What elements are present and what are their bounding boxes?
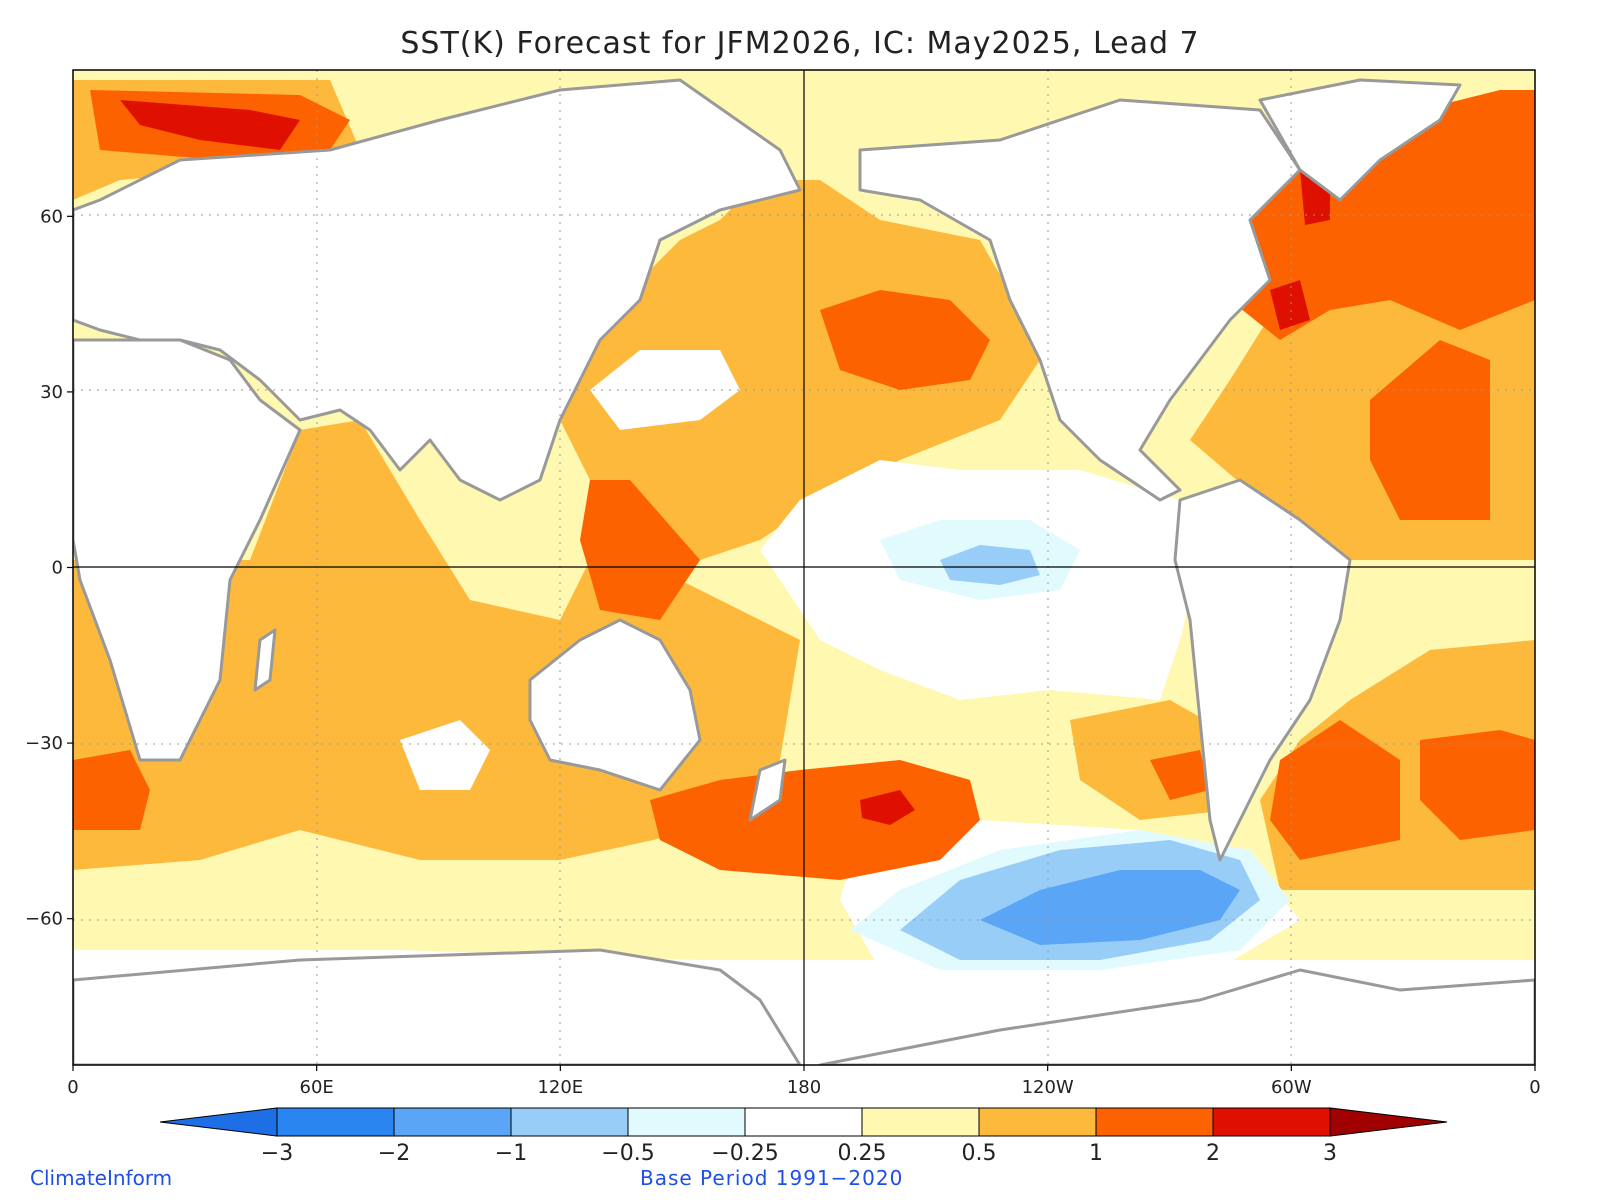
latitude-axis: 60 30 0 −30 −60 — [25, 206, 73, 930]
very-hot-region-barents — [120, 100, 300, 150]
colorbar-label: −2 — [378, 1141, 410, 1166]
lon-tick-label: 60W — [1271, 1077, 1312, 1098]
land-south-america — [1173, 478, 1352, 862]
colorbar-box — [1212, 1107, 1331, 1137]
colorbar-box — [393, 1107, 512, 1137]
land-australia — [528, 618, 702, 792]
lon-tick-label: 0 — [67, 1077, 78, 1098]
longitude-axis: 0 60E 120E 180 120W 60W 0 — [67, 1065, 1541, 1098]
hot-region-tropical-atlantic — [1370, 340, 1490, 520]
land-antarctica — [73, 948, 1535, 1065]
hot-region-tasman-south-pacific — [650, 760, 980, 880]
hot-region-south-atlantic — [1270, 720, 1400, 860]
colorbar-arrow-high — [1329, 1107, 1448, 1137]
hot-region-north-pacific — [820, 290, 990, 390]
cold-region-southern-pacific-core — [980, 870, 1240, 945]
lon-tick-label: 120W — [1022, 1077, 1074, 1098]
very-hot-region-gulf-of-maine — [1270, 280, 1310, 330]
hot-region-north-atlantic — [1230, 90, 1535, 340]
colorbar-box — [978, 1107, 1097, 1137]
lat-tick-label: 60 — [40, 206, 63, 227]
colorbar-box — [276, 1107, 395, 1137]
colorbar-box — [510, 1107, 629, 1137]
colorbar-box — [861, 1107, 980, 1137]
colorbar-label: 3 — [1323, 1141, 1337, 1166]
sst-anomaly-field — [73, 70, 1535, 1065]
lon-tick-label: 180 — [787, 1077, 821, 1098]
credit-label: ClimateInform — [30, 1166, 173, 1190]
colorbar-box — [1095, 1107, 1214, 1137]
cool-region-equatorial-pacific — [940, 545, 1040, 585]
hot-region-south-indian-west — [73, 750, 150, 830]
land-greenland — [1258, 78, 1462, 202]
colorbar-label: −1 — [495, 1141, 527, 1166]
hot-region-south-atlantic-east — [1420, 730, 1535, 840]
lat-tick-label: −30 — [25, 733, 63, 754]
colorbar-label: −0.5 — [601, 1141, 654, 1166]
lon-tick-label: 60E — [300, 1077, 334, 1098]
very-hot-region-south-pacific — [860, 790, 915, 825]
land-new-zealand — [748, 758, 787, 822]
colorbar-box — [627, 1107, 746, 1137]
colorbar-label: −3 — [261, 1141, 293, 1166]
hot-region-south-pacific-east — [1150, 750, 1210, 800]
colorbar-arrow-low — [159, 1107, 278, 1137]
hot-region-maritime-continent — [580, 480, 700, 620]
warm-region-west-pacific — [560, 180, 1040, 560]
colorbar-label: 2 — [1206, 1141, 1220, 1166]
colorbar-label: −0.25 — [711, 1141, 778, 1166]
colorbar-label: 1 — [1089, 1141, 1103, 1166]
lon-tick-label: 120E — [537, 1077, 583, 1098]
colorbar-label: 0.25 — [838, 1141, 887, 1166]
land-africa — [73, 338, 302, 762]
base-period-label: Base Period 1991−2020 — [640, 1166, 904, 1190]
lat-tick-label: −60 — [25, 909, 63, 930]
neutral-region-south-indian — [400, 720, 490, 790]
lat-tick-label: 0 — [52, 558, 63, 579]
land-madagascar — [253, 628, 277, 692]
land-masses — [73, 78, 1535, 1065]
colorbar-box — [744, 1107, 863, 1137]
land-north-america — [858, 98, 1302, 502]
colorbar-label: 0.5 — [962, 1141, 997, 1166]
map-title: SST(K) Forecast for JFM2026, IC: May2025… — [400, 26, 1200, 61]
colorbar: −3 −2 −1 −0.5 −0.25 0.25 0.5 1 2 3 — [159, 1107, 1448, 1166]
lat-tick-label: 30 — [40, 382, 63, 403]
lon-tick-label: 0 — [1529, 1077, 1540, 1098]
